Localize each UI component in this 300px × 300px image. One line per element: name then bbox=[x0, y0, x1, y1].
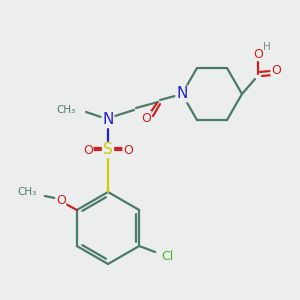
Text: O: O bbox=[271, 64, 281, 76]
Text: Cl: Cl bbox=[161, 250, 173, 262]
Text: O: O bbox=[83, 143, 93, 157]
Text: N: N bbox=[102, 112, 114, 128]
Text: S: S bbox=[103, 142, 113, 158]
Text: CH₃: CH₃ bbox=[57, 105, 76, 115]
Text: N: N bbox=[176, 86, 188, 101]
Text: H: H bbox=[263, 42, 271, 52]
Text: CH₃: CH₃ bbox=[18, 187, 37, 197]
Text: N: N bbox=[176, 86, 188, 101]
Text: O: O bbox=[123, 143, 133, 157]
Text: O: O bbox=[56, 194, 66, 206]
Text: O: O bbox=[141, 112, 151, 124]
Text: O: O bbox=[253, 47, 263, 61]
